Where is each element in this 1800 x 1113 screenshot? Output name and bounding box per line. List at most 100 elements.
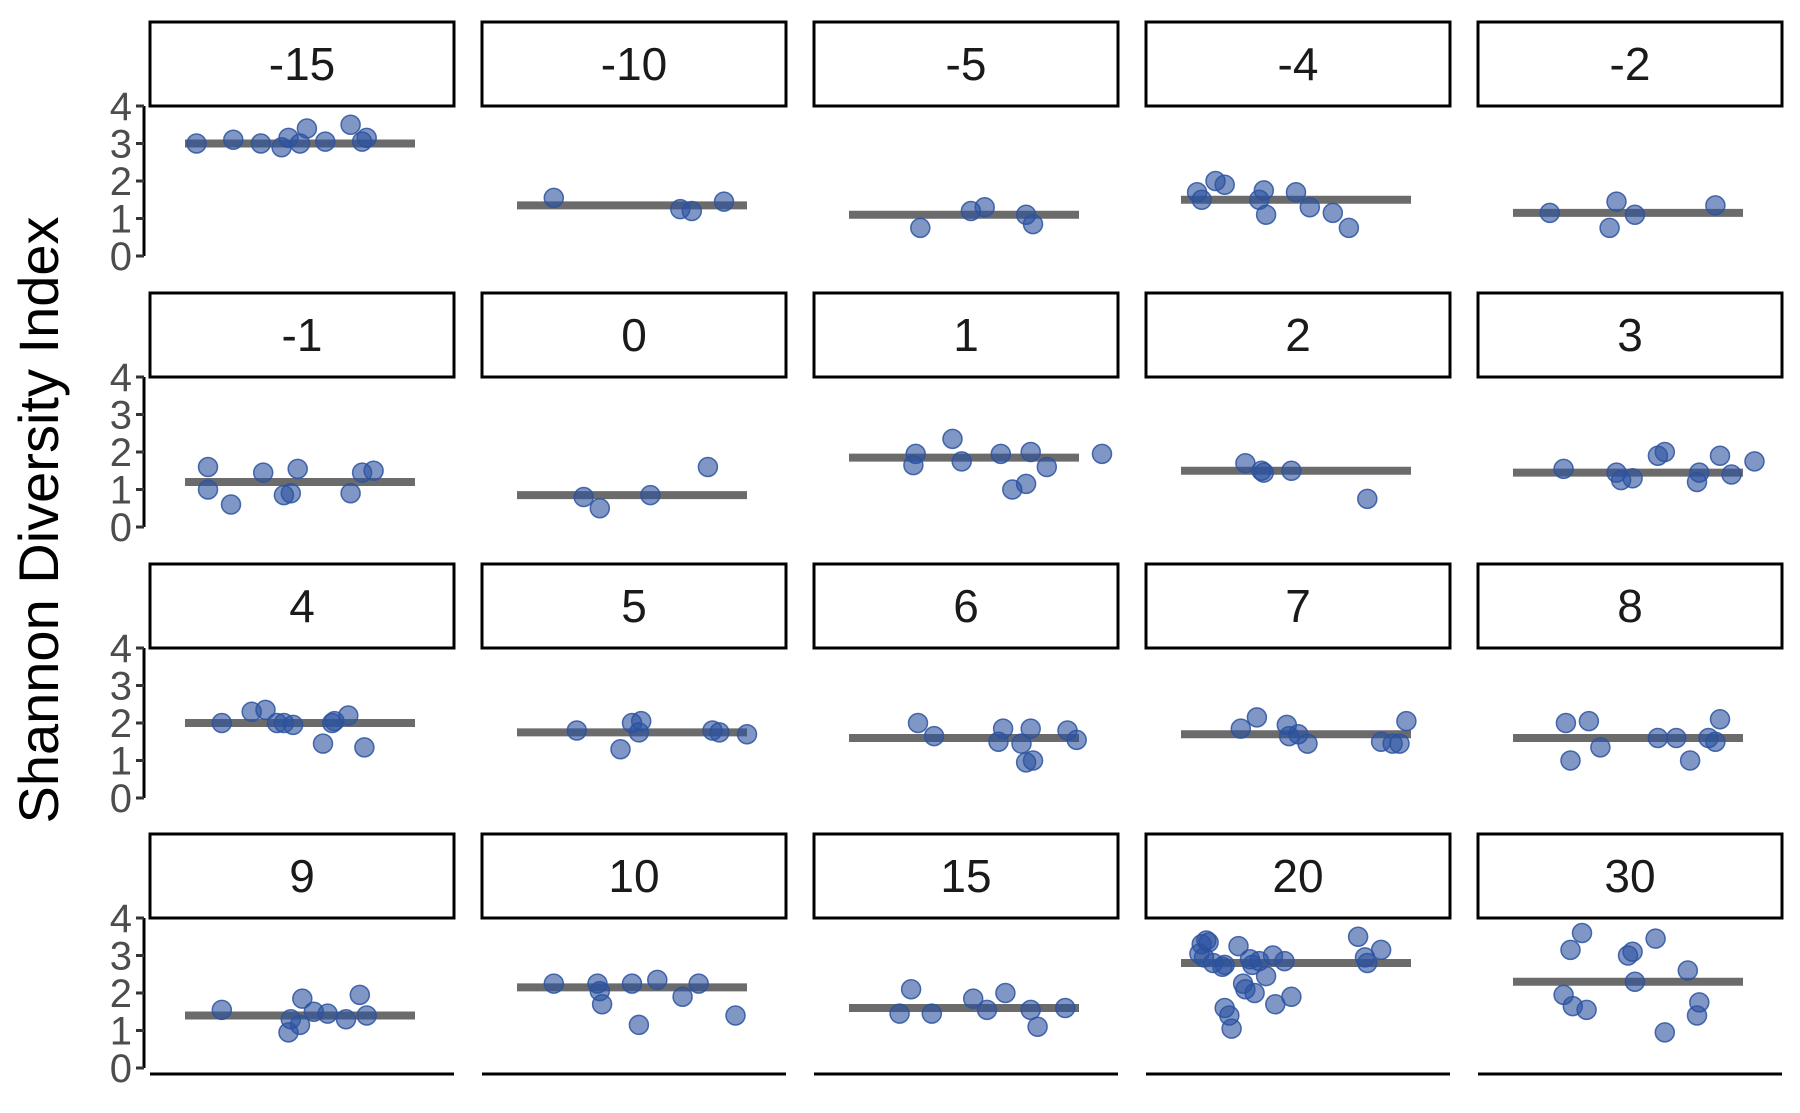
data-point bbox=[317, 1003, 338, 1024]
facet-strip bbox=[480, 20, 788, 108]
data-point bbox=[211, 712, 233, 734]
y-tick-label: 0 bbox=[110, 777, 132, 821]
facet-strip bbox=[1476, 20, 1784, 108]
data-point bbox=[1624, 204, 1646, 225]
data-point bbox=[255, 699, 276, 721]
data-point bbox=[1253, 180, 1275, 201]
data-point bbox=[340, 483, 361, 504]
data-point bbox=[1560, 939, 1581, 961]
data-point bbox=[1709, 709, 1731, 730]
y-tick-label: 2 bbox=[110, 160, 132, 204]
data-point bbox=[543, 187, 565, 209]
facet-strip bbox=[812, 291, 1120, 379]
data-point bbox=[976, 999, 998, 1021]
y-tick-label: 4 bbox=[110, 356, 132, 400]
facet-strip-label: -5 bbox=[946, 38, 987, 90]
data-point bbox=[566, 720, 588, 741]
facet-strip bbox=[1144, 291, 1452, 379]
facet-strip-label: 0 bbox=[621, 309, 647, 361]
facet-panel: -4 bbox=[1144, 20, 1452, 239]
y-tick-label: 1 bbox=[110, 740, 132, 784]
data-point bbox=[736, 724, 758, 745]
data-point bbox=[1244, 982, 1265, 1004]
facet-strip-label: 1 bbox=[953, 309, 979, 361]
y-tick-label: 3 bbox=[110, 123, 132, 167]
y-tick-label: 3 bbox=[110, 665, 132, 709]
y-tick-label: 3 bbox=[110, 935, 132, 979]
data-point bbox=[697, 456, 719, 478]
data-point bbox=[1576, 999, 1597, 1021]
data-point bbox=[1590, 737, 1611, 758]
data-point bbox=[1066, 729, 1087, 751]
data-point bbox=[921, 1003, 943, 1024]
data-point bbox=[280, 483, 302, 504]
data-point bbox=[197, 456, 219, 478]
data-point bbox=[335, 1009, 357, 1030]
facet-strip-label: -10 bbox=[601, 38, 667, 90]
y-tick-label: 2 bbox=[110, 972, 132, 1016]
data-point bbox=[1022, 213, 1044, 235]
data-point bbox=[1230, 718, 1252, 739]
data-point bbox=[1357, 488, 1378, 510]
data-point bbox=[905, 443, 926, 465]
data-point bbox=[1255, 204, 1277, 225]
data-point bbox=[1654, 441, 1676, 463]
facet-strip-label: 8 bbox=[1617, 580, 1643, 632]
data-point bbox=[1214, 174, 1235, 195]
facet-strip-label: 2 bbox=[1285, 309, 1311, 361]
data-point bbox=[1689, 462, 1710, 483]
data-point bbox=[1091, 443, 1113, 465]
data-point bbox=[356, 1005, 377, 1026]
data-point bbox=[1624, 971, 1646, 992]
data-point bbox=[363, 460, 384, 481]
data-point bbox=[1645, 928, 1666, 949]
data-point bbox=[688, 973, 709, 994]
data-point bbox=[900, 979, 922, 1000]
data-point bbox=[1020, 441, 1041, 463]
facet-strip-label: 7 bbox=[1285, 580, 1311, 632]
facet-panel: 30 bbox=[1476, 832, 1784, 1076]
data-point bbox=[1274, 950, 1295, 972]
facet-strip bbox=[1144, 832, 1452, 920]
facet-strip-label: -4 bbox=[1278, 38, 1319, 90]
data-point bbox=[1246, 707, 1268, 728]
data-point bbox=[1622, 941, 1643, 962]
y-tick-label: 1 bbox=[110, 1010, 132, 1054]
facet-strip bbox=[1476, 832, 1784, 920]
data-point bbox=[1744, 451, 1765, 472]
facet-strip bbox=[1476, 291, 1784, 379]
data-point bbox=[296, 118, 318, 139]
facet-strip-label: 3 bbox=[1617, 309, 1643, 361]
data-point bbox=[211, 999, 233, 1021]
data-point bbox=[630, 710, 652, 732]
data-point bbox=[1198, 932, 1219, 953]
facet-strip bbox=[148, 562, 456, 650]
data-point bbox=[354, 737, 375, 758]
data-point bbox=[220, 494, 242, 515]
data-point bbox=[907, 712, 929, 734]
facet-strip-label: 5 bbox=[621, 580, 647, 632]
facet-strip bbox=[1144, 20, 1452, 108]
data-point bbox=[197, 479, 219, 500]
data-point bbox=[1689, 992, 1710, 1013]
facet-strip bbox=[148, 20, 456, 108]
data-point bbox=[1606, 191, 1627, 212]
data-point bbox=[1370, 939, 1392, 961]
facet-strip bbox=[148, 291, 456, 379]
facet-strip bbox=[1476, 562, 1784, 650]
data-point bbox=[992, 718, 1014, 739]
data-point bbox=[1347, 926, 1369, 947]
facet-strip-label: 15 bbox=[940, 850, 991, 902]
data-point bbox=[1389, 733, 1410, 754]
facet-panel: 5 bbox=[480, 562, 788, 760]
data-point bbox=[289, 1014, 311, 1036]
facet-strip-label: 4 bbox=[289, 580, 315, 632]
data-point bbox=[974, 197, 995, 218]
data-point bbox=[942, 428, 963, 450]
y-tick-label: 3 bbox=[110, 394, 132, 438]
data-point bbox=[672, 986, 693, 1007]
data-point bbox=[1705, 195, 1726, 216]
data-point bbox=[1281, 460, 1302, 481]
y-axis-title: Shannon Diversity Index bbox=[7, 216, 70, 823]
